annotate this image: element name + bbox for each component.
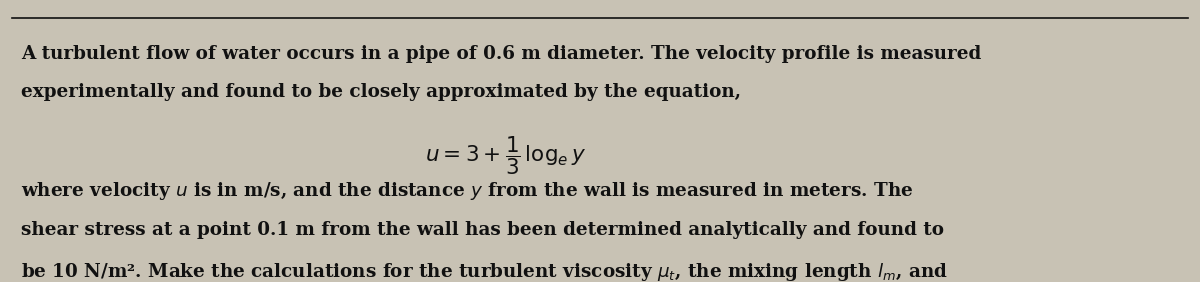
Text: experimentally and found to be closely approximated by the equation,: experimentally and found to be closely a…: [22, 83, 742, 102]
Text: shear stress at a point 0.1 m from the wall has been determined analytically and: shear stress at a point 0.1 m from the w…: [22, 221, 944, 239]
Text: A turbulent flow of water occurs in a pipe of 0.6 m diameter. The velocity profi: A turbulent flow of water occurs in a pi…: [22, 45, 982, 63]
Text: $u = 3 + \dfrac{1}{3}\,\log_e y$: $u = 3 + \dfrac{1}{3}\,\log_e y$: [425, 134, 587, 177]
Text: be 10 N/m². Make the calculations for the turbulent viscosity $\mu_t$, the mixin: be 10 N/m². Make the calculations for th…: [22, 261, 948, 282]
Text: where velocity $u$ is in m/s, and the distance $y$ from the wall is measured in : where velocity $u$ is in m/s, and the di…: [22, 180, 913, 202]
